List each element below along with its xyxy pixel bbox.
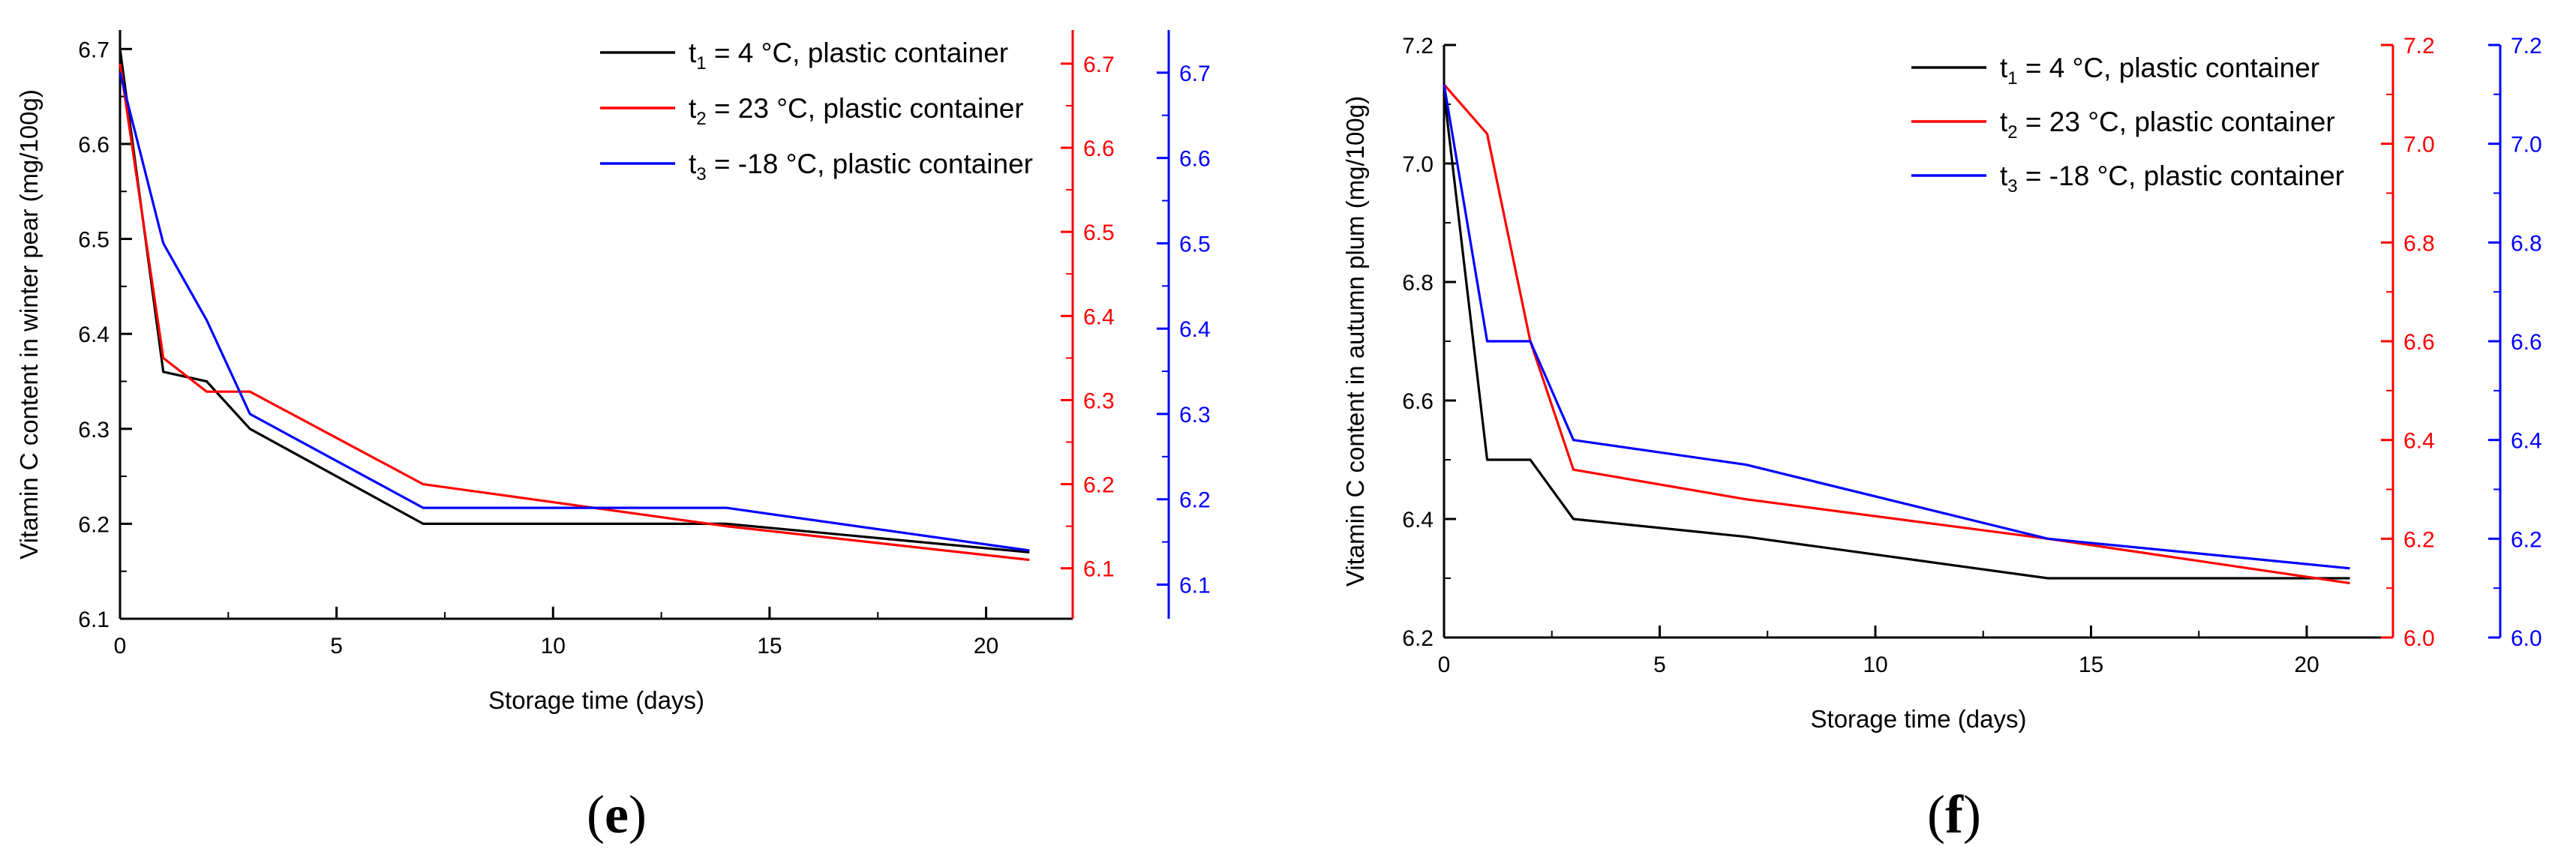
x-tick-label: 5 [330, 634, 343, 658]
y-tick-label-left: 6.2 [1402, 626, 1434, 651]
y-tick-label-right-blue: 7.2 [2511, 34, 2542, 58]
y-tick-label-left: 6.5 [78, 228, 110, 253]
y-tick-label-right-blue: 6.2 [2511, 527, 2542, 552]
x-axis-title: Storage time (days) [488, 686, 704, 714]
y-tick-label-right-blue: 6.8 [2511, 231, 2542, 256]
y-tick-label-right-red: 6.3 [1083, 388, 1115, 413]
y-tick-label-left: 6.4 [1402, 508, 1434, 532]
x-tick-label: 15 [2079, 652, 2103, 677]
x-axis-title: Storage time (days) [1811, 705, 2027, 733]
x-tick-label: 0 [114, 634, 127, 658]
y-tick-label-left: 7.2 [1402, 34, 1434, 58]
y-tick-label-right-blue: 6.1 [1179, 573, 1211, 598]
y-tick-label-right-blue: 6.4 [1179, 317, 1211, 342]
x-tick-label: 5 [1653, 652, 1666, 677]
y-tick-label-right-red: 6.7 [1083, 52, 1115, 77]
y-tick-label-right-blue: 6.5 [1179, 232, 1211, 256]
y-tick-label-left: 6.2 [78, 512, 110, 537]
y-tick-label-right-red: 6.6 [1083, 136, 1115, 161]
series-line-t3 [1443, 84, 2350, 570]
y-tick-label-right-blue: 6.0 [2511, 626, 2542, 651]
y-tick-label-right-blue: 6.2 [1179, 488, 1211, 513]
legend-entry-t3: t3 = -18 °C, plastic container [689, 148, 1033, 184]
legend-entry-t1: t1 = 4 °C, plastic container [689, 38, 1008, 74]
x-tick-label: 10 [541, 634, 566, 658]
y-tick-label-left: 6.7 [78, 38, 110, 62]
y-axis-title: Vitamin C content in winter pear (mg/100… [15, 89, 43, 560]
legend-entry-t1: t1 = 4 °C, plastic container [2000, 52, 2319, 88]
y-tick-label-right-red: 6.5 [1083, 220, 1115, 245]
y-tick-label-left: 6.6 [1402, 389, 1434, 414]
y-tick-label-right-red: 6.6 [2403, 330, 2435, 355]
y-tick-label-right-blue: 6.6 [2511, 330, 2542, 355]
series-line-t3 [119, 72, 1030, 552]
y-tick-label-left: 6.6 [78, 133, 110, 158]
y-tick-label-right-blue: 6.4 [2511, 429, 2542, 454]
x-tick-label: 0 [1438, 652, 1451, 677]
y-tick-label-right-red: 6.2 [2403, 527, 2435, 552]
y-tick-label-right-red: 6.1 [1083, 557, 1115, 582]
legend-entry-t2: t2 = 23 °C, plastic container [689, 93, 1024, 129]
x-tick-label: 15 [757, 634, 782, 658]
y-axis-title: Vitamin C content in autumn plum (mg/100… [1341, 96, 1369, 586]
x-tick-label: 20 [974, 634, 998, 658]
legend-entry-t3: t3 = -18 °C, plastic container [2000, 160, 2344, 196]
panel-label: (e) [587, 784, 647, 844]
x-tick-label: 10 [1863, 652, 1887, 677]
chart-panel-e: 0 5 10 15 20 6.1 6.2 6.3 6.4 6.5 6.6 6.7 6.1 6.2 6.3 6.… [15, 30, 1211, 844]
y-tick-label-right-blue: 6.7 [1179, 62, 1211, 86]
chart-panel-f: 0 5 10 15 20 6.2 6.4 6.6 6.8 7.0 7.2 6.0 6.2 6.4 6.6 6.… [1341, 34, 2542, 844]
panel-label: (f) [1927, 784, 1981, 844]
y-tick-label-right-red: 7.2 [2403, 34, 2435, 58]
y-tick-label-right-blue: 6.6 [1179, 147, 1211, 172]
y-tick-label-right-red: 7.0 [2403, 133, 2435, 158]
series-line-t1 [119, 49, 1030, 554]
series-line-t2 [119, 63, 1030, 562]
y-tick-label-left: 6.4 [78, 322, 110, 347]
y-tick-label-left: 6.3 [78, 418, 110, 442]
y-tick-label-left: 7.0 [1402, 152, 1434, 177]
y-tick-label-left: 6.8 [1402, 271, 1434, 296]
y-tick-label-right-red: 6.4 [1083, 304, 1115, 329]
x-tick-label: 20 [2294, 652, 2319, 677]
series-line-t2 [1443, 83, 2350, 585]
y-tick-label-right-red: 6.8 [2403, 231, 2435, 256]
y-tick-label-left: 6.1 [78, 608, 110, 632]
y-tick-label-right-red: 6.4 [2403, 429, 2435, 454]
y-tick-label-right-red: 6.2 [1083, 473, 1115, 498]
y-tick-label-right-blue: 6.3 [1179, 403, 1211, 428]
y-tick-label-right-blue: 7.0 [2511, 133, 2542, 158]
y-tick-label-right-red: 6.0 [2403, 626, 2435, 651]
legend-entry-t2: t2 = 23 °C, plastic container [2000, 106, 2335, 142]
